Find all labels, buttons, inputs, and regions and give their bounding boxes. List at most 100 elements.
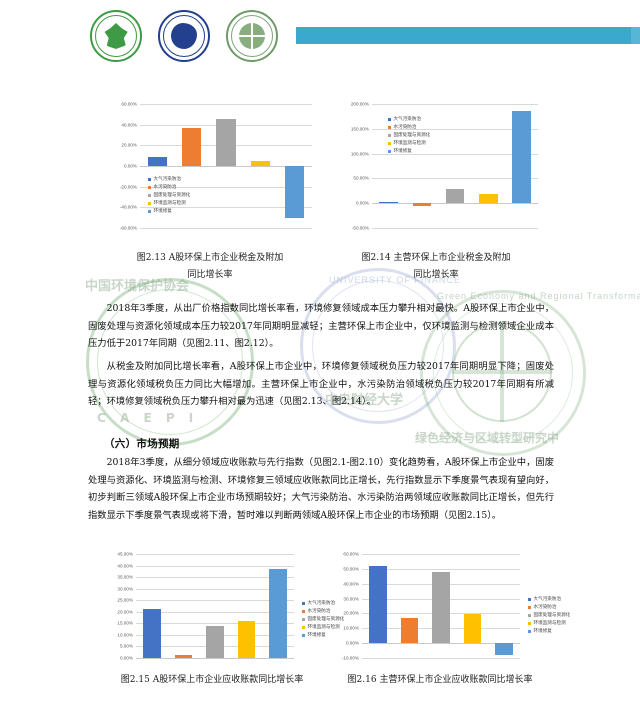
legend-item[interactable]: 水污染防治 xyxy=(148,184,190,192)
legend-swatch-icon xyxy=(388,142,391,146)
caption-line-2: 同比增长率 xyxy=(187,269,233,280)
bar-1[interactable] xyxy=(142,609,161,658)
y-axis-tick-label: 0.00% xyxy=(123,163,137,169)
legend-item[interactable]: 水污染防治 xyxy=(388,124,430,132)
bar-slot xyxy=(168,554,200,658)
legend-label: 环境监测与检测 xyxy=(307,624,340,630)
legend-item[interactable]: 水污染防治 xyxy=(302,608,344,616)
bar-slot xyxy=(372,104,405,228)
y-axis-tick-label: 60.00% xyxy=(121,101,137,107)
legend-label: 环境监测与检测 xyxy=(153,200,186,206)
chart-fig-2-13: 60.00% 40.00% 20.00% 0.00% -20.00% -40.00% -60… xyxy=(96,96,324,246)
legend-item[interactable]: 环境监测与检测 xyxy=(528,620,570,628)
gridline xyxy=(136,565,294,567)
legend-item[interactable]: 水污染防治 xyxy=(528,604,570,612)
legend-item[interactable]: 大气污染防治 xyxy=(302,600,344,608)
y-axis-tick-label: 40.00% xyxy=(117,563,133,569)
y-axis-tick-label: 30.00% xyxy=(343,596,359,602)
legend-swatch-icon xyxy=(388,126,391,130)
gridline xyxy=(136,623,294,625)
bar-5[interactable] xyxy=(512,111,531,204)
caption-fig-2-16: 图2.16 主营环保上市企业应收账款同比增长率 xyxy=(318,672,562,689)
legend-item[interactable]: 大气污染防治 xyxy=(148,176,190,184)
bar-4[interactable] xyxy=(478,193,498,204)
chart-legend: 大气污染防治 水污染防治 固废处理与资源化 环境监测与检测 环境修复 xyxy=(388,116,430,155)
legend-item[interactable]: 大气污染防治 xyxy=(528,596,570,604)
bar-3[interactable] xyxy=(206,625,224,658)
gridline xyxy=(372,178,538,180)
legend-swatch-icon xyxy=(302,602,305,606)
legend-swatch-icon xyxy=(302,634,305,637)
legend-item[interactable]: 固废处理与资源化 xyxy=(528,612,570,620)
bar-3[interactable] xyxy=(432,571,450,644)
chart-fig-2-15: 45.00% 40.00% 35.00% 30.00% 25.00% 20.00% 15.0… xyxy=(96,548,344,672)
legend-item[interactable]: 环境监测与检测 xyxy=(148,200,190,208)
y-axis-tick-label: 35.00% xyxy=(117,574,133,580)
bar-1[interactable] xyxy=(368,565,387,644)
legend-item[interactable]: 环境监测与检测 xyxy=(302,624,344,632)
gridline xyxy=(372,203,538,205)
bar-5[interactable] xyxy=(495,643,513,656)
bar-slot xyxy=(425,554,457,658)
bar-slot xyxy=(243,104,277,228)
legend-swatch-icon xyxy=(528,614,531,618)
bar-3[interactable] xyxy=(216,118,236,166)
legend-item[interactable]: 固废处理与资源化 xyxy=(148,192,190,200)
bar-5[interactable] xyxy=(285,166,305,218)
legend-label: 环境修复 xyxy=(533,628,552,634)
bar-slot xyxy=(209,104,243,228)
y-axis-tick-label: -20.00% xyxy=(119,184,137,190)
caption-line-2: 同比增长率 xyxy=(413,269,459,280)
bar-5[interactable] xyxy=(269,569,287,658)
paragraph-cost-pressure: 2018年3季度，从出厂价格指数同比增长率看，环境修复领域成本压力攀升相对最快。… xyxy=(88,303,554,350)
bar-2[interactable] xyxy=(400,617,419,644)
legend-item[interactable]: 固废处理与资源化 xyxy=(302,616,344,624)
bar-slot xyxy=(405,104,438,228)
legend-item[interactable]: 环境修复 xyxy=(302,632,344,640)
y-axis-tick-label: 0.00% xyxy=(355,200,369,206)
bar-4[interactable] xyxy=(237,621,256,658)
legend-label: 固废处理与资源化 xyxy=(533,612,571,618)
green-economy-institute-seal-icon xyxy=(226,10,278,62)
bar-4[interactable] xyxy=(463,614,482,644)
y-axis-tick-label: 5.00% xyxy=(119,643,133,649)
y-axis-tick-label: 10.00% xyxy=(117,632,133,638)
caepi-seal-icon xyxy=(90,10,142,62)
gridline xyxy=(140,186,312,188)
bar-slot xyxy=(136,554,168,658)
caption-fig-2-15: 图2.15 A股环保上市企业应收账款同比增长率 xyxy=(90,672,334,689)
legend-item[interactable]: 环境修复 xyxy=(388,148,430,156)
legend-item[interactable]: 大气污染防治 xyxy=(388,116,430,124)
legend-item[interactable]: 固废处理与资源化 xyxy=(388,132,430,140)
legend-label: 环境监测与检测 xyxy=(393,140,426,146)
bar-2[interactable] xyxy=(181,128,202,166)
bar-1[interactable] xyxy=(147,156,167,166)
section-heading-market-expectation: （六）市场预期 xyxy=(104,438,180,450)
legend-item[interactable]: 环境修复 xyxy=(528,628,570,636)
legend-swatch-icon xyxy=(388,150,391,153)
y-axis-tick-label: 20.00% xyxy=(343,610,359,616)
legend-swatch-icon xyxy=(148,202,151,206)
y-axis-tick-label: 10.00% xyxy=(343,625,359,631)
gridline xyxy=(136,577,294,579)
caption-fig-2-14: 图2.14 主营环保上市企业税金及附加 同比增长率 xyxy=(322,250,550,283)
bar-2[interactable] xyxy=(174,654,193,658)
y-axis-tick-label: 45.00% xyxy=(117,551,133,557)
y-axis-tick-label: 200.00% xyxy=(350,101,369,107)
legend-swatch-icon xyxy=(148,210,151,213)
legend-item[interactable]: 环境监测与检测 xyxy=(388,140,430,148)
bar-1[interactable] xyxy=(379,201,398,204)
bar-3[interactable] xyxy=(445,189,465,204)
legend-label: 水污染防治 xyxy=(533,604,557,610)
gridline xyxy=(362,658,520,659)
bar-4[interactable] xyxy=(250,161,271,166)
plot-area: 200.00% 150.00% 100.00% 50.00% 0.00% -50.00% xyxy=(351,102,538,231)
legend-item[interactable]: 环境修复 xyxy=(148,208,190,216)
bar-slot xyxy=(394,554,426,658)
legend-swatch-icon xyxy=(388,118,391,122)
plot-area: 45.00% 40.00% 35.00% 30.00% 25.00% 20.00% 15.0… xyxy=(117,552,294,661)
bar-2[interactable] xyxy=(412,203,432,206)
caption-line-1: 图2.16 主营环保上市企业应收账款同比增长率 xyxy=(347,675,533,685)
y-axis-tick-label: 50.00% xyxy=(353,175,369,181)
